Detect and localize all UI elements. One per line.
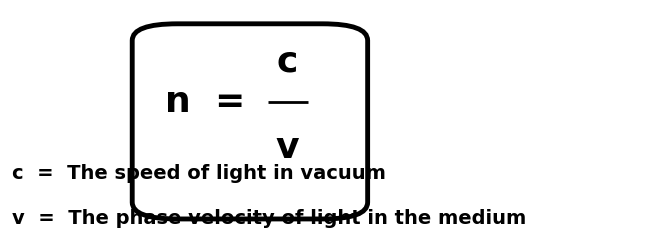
FancyBboxPatch shape bbox=[132, 24, 368, 219]
Text: =: = bbox=[213, 85, 244, 119]
Text: c: c bbox=[276, 45, 298, 79]
Text: n: n bbox=[164, 85, 190, 119]
Text: v: v bbox=[275, 131, 299, 164]
Text: c  =  The speed of light in vacuum: c = The speed of light in vacuum bbox=[12, 164, 386, 183]
Text: v  =  The phase velocity of light in the medium: v = The phase velocity of light in the m… bbox=[12, 209, 526, 228]
